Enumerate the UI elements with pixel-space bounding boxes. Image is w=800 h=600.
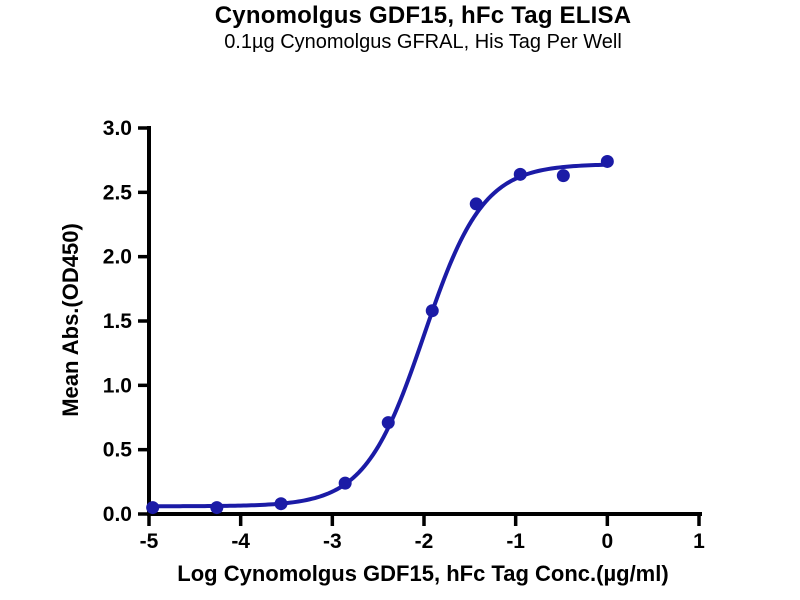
data-point xyxy=(381,416,395,430)
data-point xyxy=(425,304,439,318)
x-tick-label: -5 xyxy=(140,530,159,553)
chart-title: Cynomolgus GDF15, hFc Tag ELISA xyxy=(214,2,632,29)
data-point xyxy=(274,497,288,511)
data-point xyxy=(146,501,160,515)
fit-curve xyxy=(150,162,609,509)
y-tick-label: 1.0 xyxy=(103,374,132,397)
x-axis-label: Log Cynomolgus GDF15, hFc Tag Conc.(µg/m… xyxy=(177,561,669,586)
x-tick-label: -4 xyxy=(231,530,250,553)
data-point xyxy=(600,154,614,168)
data-point xyxy=(469,197,483,211)
y-tick-label: 2.0 xyxy=(103,246,132,269)
x-tick-label: -3 xyxy=(323,530,342,553)
x-tick-label: -2 xyxy=(415,530,434,553)
data-point xyxy=(513,167,527,181)
y-tick-label: 0.0 xyxy=(103,503,132,526)
x-tick-label: -1 xyxy=(506,530,525,553)
y-tick-label: 3.0 xyxy=(103,117,132,140)
y-tick-label: 1.5 xyxy=(103,310,133,333)
data-point xyxy=(338,476,352,490)
y-tick-label: 2.5 xyxy=(103,181,133,204)
x-tick-label: 0 xyxy=(601,530,613,553)
chart-subtitle: 0.1µg Cynomolgus GFRAL, His Tag Per Well xyxy=(224,31,622,53)
y-tick-label: 0.5 xyxy=(103,439,133,462)
data-point xyxy=(210,501,224,515)
x-tick-label: 1 xyxy=(693,530,705,553)
data-point xyxy=(556,169,570,183)
